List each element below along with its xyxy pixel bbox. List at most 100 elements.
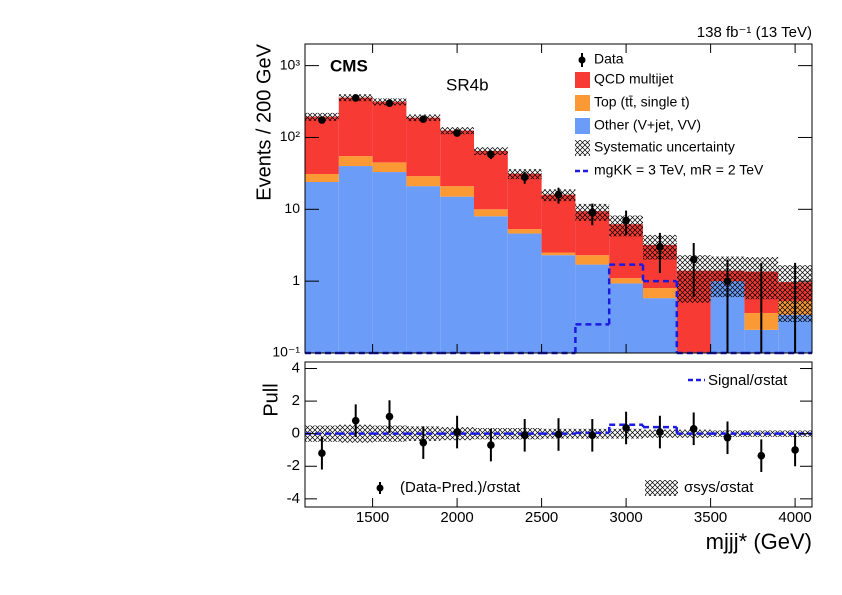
data-point xyxy=(351,94,360,102)
stack-bar xyxy=(474,209,508,217)
data-point xyxy=(520,173,529,181)
lumi: 138 fb⁻¹ (13 TeV) xyxy=(697,24,812,41)
data-point xyxy=(318,116,326,124)
data-point xyxy=(723,433,732,442)
legend-swatch xyxy=(575,118,590,134)
data-point xyxy=(351,416,360,425)
x-tick-label: 3500 xyxy=(694,509,727,526)
stack-bar xyxy=(541,194,576,253)
stack-bar xyxy=(440,130,474,187)
stack-bar xyxy=(338,166,373,353)
x-tick-label: 2500 xyxy=(525,509,558,526)
y-tick-label: -2 xyxy=(287,457,300,474)
experiment: CMS xyxy=(330,56,368,75)
data-point xyxy=(487,441,495,449)
syst-band xyxy=(305,425,339,442)
legend-swatch xyxy=(575,72,590,88)
legend-label: Systematic uncertainty xyxy=(594,139,735,155)
y-tick-label: 10 xyxy=(284,200,300,216)
data-point xyxy=(723,277,732,285)
stack-bar xyxy=(474,150,508,210)
y-tick-label: -4 xyxy=(287,490,300,507)
data-point xyxy=(588,431,597,440)
stack-bar xyxy=(507,233,542,353)
legend-swatch xyxy=(575,140,590,156)
y-tick-label: 1 xyxy=(292,272,300,288)
stack-bar xyxy=(575,255,610,265)
stack-bar xyxy=(305,174,339,182)
syst-band xyxy=(372,425,407,442)
x-tick-label: 3000 xyxy=(609,509,642,526)
stack-bar xyxy=(541,252,576,256)
legend-label: Top (tt̄, single t) xyxy=(594,94,690,110)
data-point xyxy=(622,424,630,432)
y-tick-label: 4 xyxy=(292,359,300,376)
stack-bar xyxy=(406,176,441,187)
stack-bar xyxy=(338,156,373,167)
frame xyxy=(304,361,813,508)
data-point xyxy=(656,243,664,251)
stack-bar xyxy=(406,117,441,177)
stack-bar xyxy=(338,97,373,157)
x-axis-label: mjjj* (GeV) xyxy=(706,529,812,554)
data-point xyxy=(689,424,698,433)
y-tick-label: 10³ xyxy=(280,56,301,72)
legend-label: mgKK = 3 TeV, mR = 2 TeV xyxy=(594,162,764,178)
stack-bar xyxy=(507,229,542,234)
stack-bar xyxy=(643,298,677,353)
legend-label: Signal/σstat xyxy=(708,372,788,389)
frame xyxy=(304,43,813,354)
stack-bar xyxy=(372,162,407,173)
stack-bar xyxy=(474,216,508,353)
stack-bar xyxy=(372,172,407,353)
legend-label: Other (V+jet, VV) xyxy=(594,117,701,133)
y-tick-label: 0 xyxy=(292,425,300,442)
data-point xyxy=(385,412,394,421)
data-point xyxy=(554,190,563,199)
data-point xyxy=(318,449,326,458)
data-point xyxy=(554,430,563,439)
data-point xyxy=(419,438,428,447)
annotation: SR4b xyxy=(446,75,489,94)
data-point xyxy=(622,216,630,225)
stack-bar xyxy=(440,196,474,353)
stack-bar xyxy=(575,264,610,353)
stack-bar xyxy=(406,186,441,353)
stack-bar xyxy=(305,181,339,353)
y-tick-label: 10⁻¹ xyxy=(272,344,300,360)
legend-label: σsys/σstat xyxy=(684,479,754,496)
signal-riser xyxy=(574,264,679,353)
stack-bar xyxy=(643,288,677,299)
data-point xyxy=(385,99,394,107)
legend-swatch xyxy=(645,480,678,496)
data-point xyxy=(453,129,461,137)
data-point xyxy=(487,150,495,159)
data-point xyxy=(656,428,664,436)
x-tick-label: 4000 xyxy=(778,509,811,526)
data-point xyxy=(419,115,428,123)
data-point xyxy=(588,208,597,217)
x-tick-label: 2000 xyxy=(440,509,473,526)
y-tick-label: 10² xyxy=(280,128,301,144)
y-tick-label: 2 xyxy=(292,392,300,409)
legend-swatch xyxy=(575,95,590,111)
data-point xyxy=(453,428,461,436)
stack-bar xyxy=(440,186,474,197)
stack-bar xyxy=(372,101,407,163)
stack-bar xyxy=(609,283,643,353)
y-axis-label: Events / 200 GeV xyxy=(253,43,275,200)
data-point xyxy=(791,446,799,454)
legend-label: (Data-Pred.)/σstat xyxy=(400,479,521,496)
syst-band xyxy=(744,430,779,437)
y-axis-label: Pull xyxy=(260,383,282,416)
x-tick-label: 1500 xyxy=(356,509,389,526)
data-point xyxy=(689,255,698,264)
legend-label: Data xyxy=(594,51,624,67)
data-point xyxy=(520,431,529,440)
stack-bar xyxy=(541,255,576,353)
stack-bar xyxy=(305,116,339,175)
stack-bar xyxy=(609,278,643,284)
legend-label: QCD multijet xyxy=(594,71,673,87)
data-point xyxy=(757,451,766,460)
